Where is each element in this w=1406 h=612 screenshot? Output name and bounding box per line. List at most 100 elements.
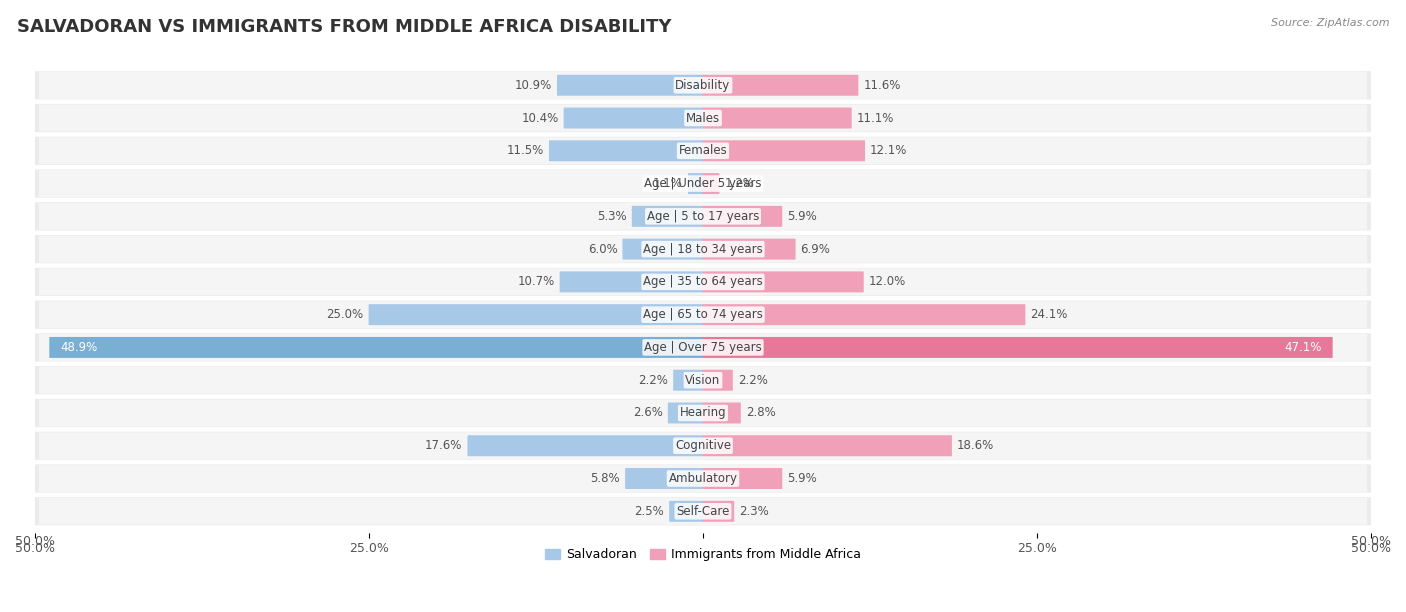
FancyBboxPatch shape — [39, 367, 1367, 394]
FancyBboxPatch shape — [39, 498, 1367, 524]
FancyBboxPatch shape — [39, 170, 1367, 197]
Text: Cognitive: Cognitive — [675, 439, 731, 452]
FancyBboxPatch shape — [35, 268, 1371, 296]
FancyBboxPatch shape — [564, 108, 703, 129]
FancyBboxPatch shape — [39, 137, 1367, 164]
Text: 2.8%: 2.8% — [745, 406, 776, 419]
Text: Age | 35 to 64 years: Age | 35 to 64 years — [643, 275, 763, 288]
FancyBboxPatch shape — [673, 370, 703, 390]
Text: 10.4%: 10.4% — [522, 111, 558, 124]
FancyBboxPatch shape — [39, 203, 1367, 230]
FancyBboxPatch shape — [548, 140, 703, 162]
FancyBboxPatch shape — [703, 337, 1333, 358]
FancyBboxPatch shape — [39, 334, 1367, 361]
Text: 47.1%: 47.1% — [1284, 341, 1322, 354]
FancyBboxPatch shape — [35, 170, 1371, 198]
Text: 5.9%: 5.9% — [787, 472, 817, 485]
FancyBboxPatch shape — [703, 468, 782, 489]
FancyBboxPatch shape — [560, 271, 703, 293]
Text: 2.6%: 2.6% — [633, 406, 662, 419]
Text: 1.2%: 1.2% — [724, 177, 754, 190]
Text: 17.6%: 17.6% — [425, 439, 463, 452]
Text: 2.3%: 2.3% — [740, 505, 769, 518]
FancyBboxPatch shape — [39, 400, 1367, 427]
Text: 5.8%: 5.8% — [591, 472, 620, 485]
Text: Vision: Vision — [685, 374, 721, 387]
FancyBboxPatch shape — [623, 239, 703, 259]
FancyBboxPatch shape — [39, 236, 1367, 263]
Text: 1.1%: 1.1% — [652, 177, 683, 190]
FancyBboxPatch shape — [703, 271, 863, 293]
FancyBboxPatch shape — [35, 202, 1371, 231]
FancyBboxPatch shape — [703, 435, 952, 456]
Text: 12.1%: 12.1% — [870, 144, 907, 157]
Text: 2.2%: 2.2% — [738, 374, 768, 387]
Text: 5.3%: 5.3% — [598, 210, 627, 223]
Text: Females: Females — [679, 144, 727, 157]
FancyBboxPatch shape — [35, 300, 1371, 329]
Text: Age | Over 75 years: Age | Over 75 years — [644, 341, 762, 354]
Text: Hearing: Hearing — [679, 406, 727, 419]
Text: 48.9%: 48.9% — [60, 341, 97, 354]
FancyBboxPatch shape — [626, 468, 703, 489]
FancyBboxPatch shape — [39, 465, 1367, 492]
FancyBboxPatch shape — [669, 501, 703, 522]
FancyBboxPatch shape — [35, 366, 1371, 394]
Text: 5.9%: 5.9% — [787, 210, 817, 223]
Text: 10.9%: 10.9% — [515, 79, 553, 92]
FancyBboxPatch shape — [703, 501, 734, 522]
FancyBboxPatch shape — [703, 75, 859, 95]
FancyBboxPatch shape — [39, 301, 1367, 328]
FancyBboxPatch shape — [35, 235, 1371, 263]
Text: 6.9%: 6.9% — [800, 242, 831, 256]
Text: 11.6%: 11.6% — [863, 79, 901, 92]
Text: Disability: Disability — [675, 79, 731, 92]
FancyBboxPatch shape — [703, 173, 720, 194]
Text: 6.0%: 6.0% — [588, 242, 617, 256]
FancyBboxPatch shape — [703, 206, 782, 227]
Text: Ambulatory: Ambulatory — [668, 472, 738, 485]
Text: 11.1%: 11.1% — [856, 111, 894, 124]
FancyBboxPatch shape — [35, 497, 1371, 525]
Text: Age | Under 5 years: Age | Under 5 years — [644, 177, 762, 190]
Text: Self-Care: Self-Care — [676, 505, 730, 518]
FancyBboxPatch shape — [35, 136, 1371, 165]
Text: Age | 5 to 17 years: Age | 5 to 17 years — [647, 210, 759, 223]
FancyBboxPatch shape — [49, 337, 703, 358]
FancyBboxPatch shape — [39, 72, 1367, 99]
Text: Source: ZipAtlas.com: Source: ZipAtlas.com — [1271, 18, 1389, 28]
FancyBboxPatch shape — [703, 108, 852, 129]
Text: Age | 65 to 74 years: Age | 65 to 74 years — [643, 308, 763, 321]
FancyBboxPatch shape — [703, 370, 733, 390]
FancyBboxPatch shape — [39, 105, 1367, 132]
Text: 11.5%: 11.5% — [506, 144, 544, 157]
FancyBboxPatch shape — [35, 431, 1371, 460]
FancyBboxPatch shape — [35, 334, 1371, 362]
Text: 12.0%: 12.0% — [869, 275, 905, 288]
Text: 2.2%: 2.2% — [638, 374, 668, 387]
FancyBboxPatch shape — [703, 304, 1025, 325]
FancyBboxPatch shape — [35, 465, 1371, 493]
Text: Age | 18 to 34 years: Age | 18 to 34 years — [643, 242, 763, 256]
Text: Males: Males — [686, 111, 720, 124]
Text: 10.7%: 10.7% — [517, 275, 555, 288]
FancyBboxPatch shape — [368, 304, 703, 325]
Legend: Salvadoran, Immigrants from Middle Africa: Salvadoran, Immigrants from Middle Afric… — [540, 543, 866, 566]
FancyBboxPatch shape — [39, 269, 1367, 296]
FancyBboxPatch shape — [703, 239, 796, 259]
FancyBboxPatch shape — [703, 403, 741, 424]
FancyBboxPatch shape — [39, 432, 1367, 459]
FancyBboxPatch shape — [703, 140, 865, 162]
FancyBboxPatch shape — [557, 75, 703, 95]
FancyBboxPatch shape — [668, 403, 703, 424]
Text: 25.0%: 25.0% — [326, 308, 364, 321]
FancyBboxPatch shape — [631, 206, 703, 227]
FancyBboxPatch shape — [688, 173, 703, 194]
Text: 50.0%: 50.0% — [15, 535, 55, 548]
FancyBboxPatch shape — [35, 399, 1371, 427]
Text: SALVADORAN VS IMMIGRANTS FROM MIDDLE AFRICA DISABILITY: SALVADORAN VS IMMIGRANTS FROM MIDDLE AFR… — [17, 18, 672, 36]
Text: 2.5%: 2.5% — [634, 505, 664, 518]
Text: 24.1%: 24.1% — [1031, 308, 1067, 321]
Text: 18.6%: 18.6% — [957, 439, 994, 452]
FancyBboxPatch shape — [35, 104, 1371, 132]
